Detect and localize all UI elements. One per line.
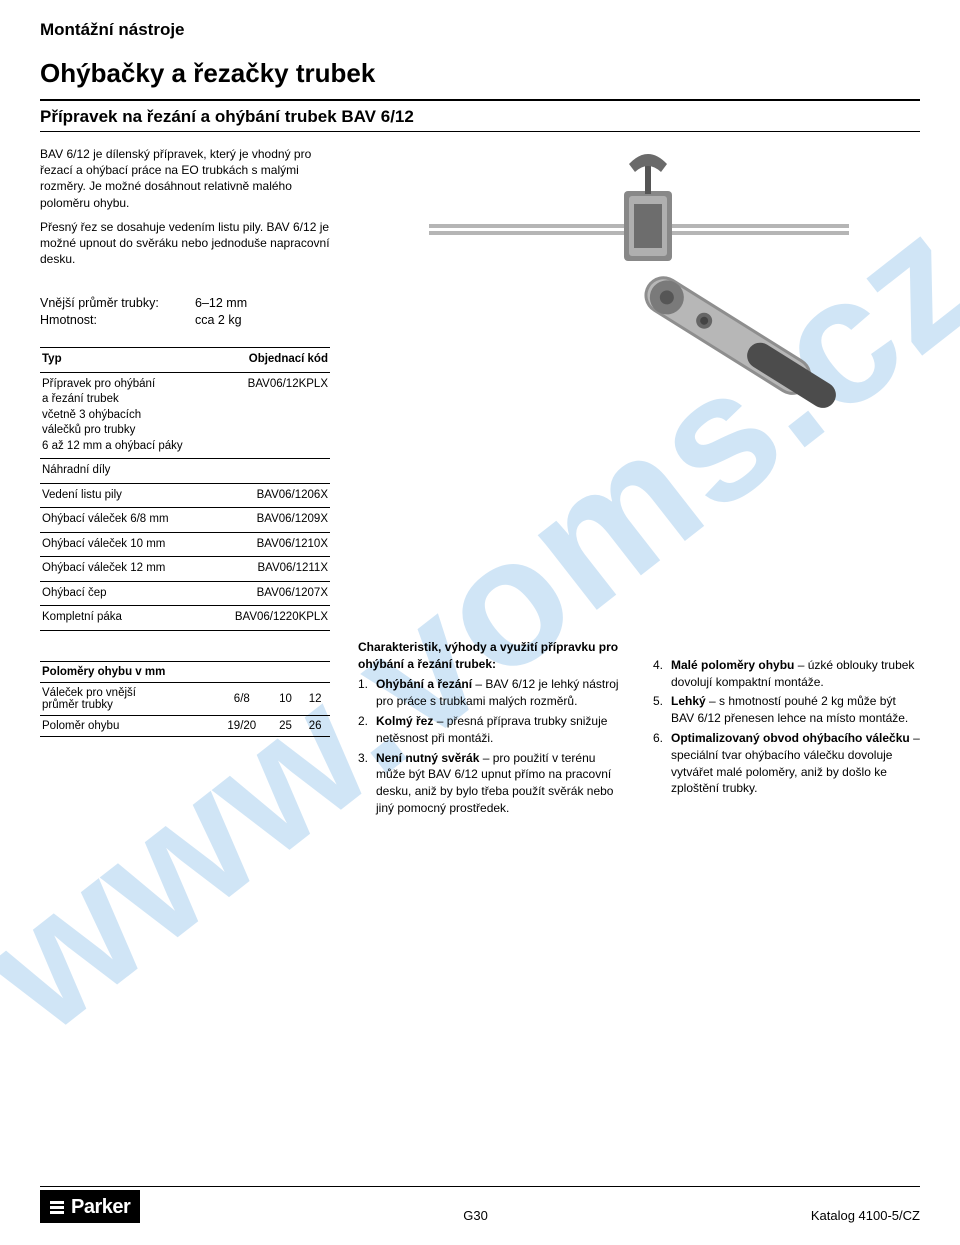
table-cell: Kompletní páka [40, 606, 213, 631]
table-cell: BAV06/1210X [213, 532, 330, 557]
section-label: Montážní nástroje [40, 20, 920, 40]
table-cell: Vedení listu pily [40, 483, 213, 508]
divider-thin [40, 131, 920, 132]
table-cell: 12 [300, 682, 330, 715]
table-cell: Váleček pro vnější průměr trubky [40, 682, 213, 715]
table-cell: BAV06/1209X [213, 508, 330, 533]
footer-divider [40, 1186, 920, 1187]
table-header: Typ [40, 348, 213, 373]
table-cell: 19/20 [213, 715, 271, 736]
main-title: Ohýbačky a řezačky trubek [40, 58, 920, 89]
table-cell: BAV06/12KPLX [213, 372, 330, 459]
benefit-item: 4.Malé poloměry ohybu – úzké oblouky tru… [653, 657, 920, 691]
table-cell: Poloměr ohybu [40, 715, 213, 736]
logo-text: Parker [71, 1196, 130, 1219]
benefits-list: 1.Ohýbání a řezání – BAV 6/12 je lehký n… [358, 676, 625, 816]
spec-value: 6–12 mm [195, 295, 247, 312]
table-cell: Ohýbací čep [40, 581, 213, 606]
product-illustration [429, 136, 849, 516]
intro-paragraph: BAV 6/12 je dílenský přípravek, který je… [40, 146, 330, 211]
benefit-item: 2.Kolmý řez – přesná příprava trubky sni… [358, 713, 625, 747]
benefit-item: 3.Není nutný svěrák – pro použití v teré… [358, 750, 625, 817]
spec-value: cca 2 kg [195, 312, 242, 329]
table-title: Poloměry ohybu v mm [40, 661, 330, 682]
table-cell: Ohýbací váleček 6/8 mm [40, 508, 213, 533]
table-cell [213, 459, 330, 484]
benefit-item: 5.Lehký – s hmotností pouhé 2 kg může bý… [653, 693, 920, 727]
order-codes-table: Typ Objednací kód Přípravek pro ohýbání … [40, 347, 330, 631]
benefits-list: 4.Malé poloměry ohybu – úzké oblouky tru… [653, 657, 920, 797]
table-cell: Ohýbací váleček 10 mm [40, 532, 213, 557]
parker-logo: Parker [40, 1190, 140, 1223]
table-cell: 26 [300, 715, 330, 736]
table-cell: BAV06/1206X [213, 483, 330, 508]
intro-paragraph: Přesný řez se dosahuje vedením listu pil… [40, 219, 330, 268]
benefit-item: 1.Ohýbání a řezání – BAV 6/12 je lehký n… [358, 676, 625, 710]
table-cell: BAV06/1211X [213, 557, 330, 582]
catalog-label: Katalog 4100-5/CZ [811, 1208, 920, 1223]
table-cell: Přípravek pro ohýbání a řezání trubek vč… [40, 372, 213, 459]
table-cell: 25 [271, 715, 301, 736]
benefits-heading: Charakteristik, výhody a využití příprav… [358, 639, 625, 673]
table-cell: 6/8 [213, 682, 271, 715]
benefit-item: 6.Optimalizovaný obvod ohýbacího válečku… [653, 730, 920, 797]
table-header: Objednací kód [213, 348, 330, 373]
table-cell: Ohýbací váleček 12 mm [40, 557, 213, 582]
spec-label: Hmotnost: [40, 312, 195, 329]
bend-radius-table: Poloměry ohybu v mm Váleček pro vnější p… [40, 661, 330, 737]
table-cell: 10 [271, 682, 301, 715]
table-cell: BAV06/1207X [213, 581, 330, 606]
divider-thick [40, 99, 920, 101]
subtitle: Přípravek na řezání a ohýbání trubek BAV… [40, 107, 920, 127]
page-number: G30 [463, 1208, 488, 1223]
table-cell: BAV06/1220KPLX [213, 606, 330, 631]
table-cell: Náhradní díly [40, 459, 213, 484]
spec-label: Vnější průměr trubky: [40, 295, 195, 312]
